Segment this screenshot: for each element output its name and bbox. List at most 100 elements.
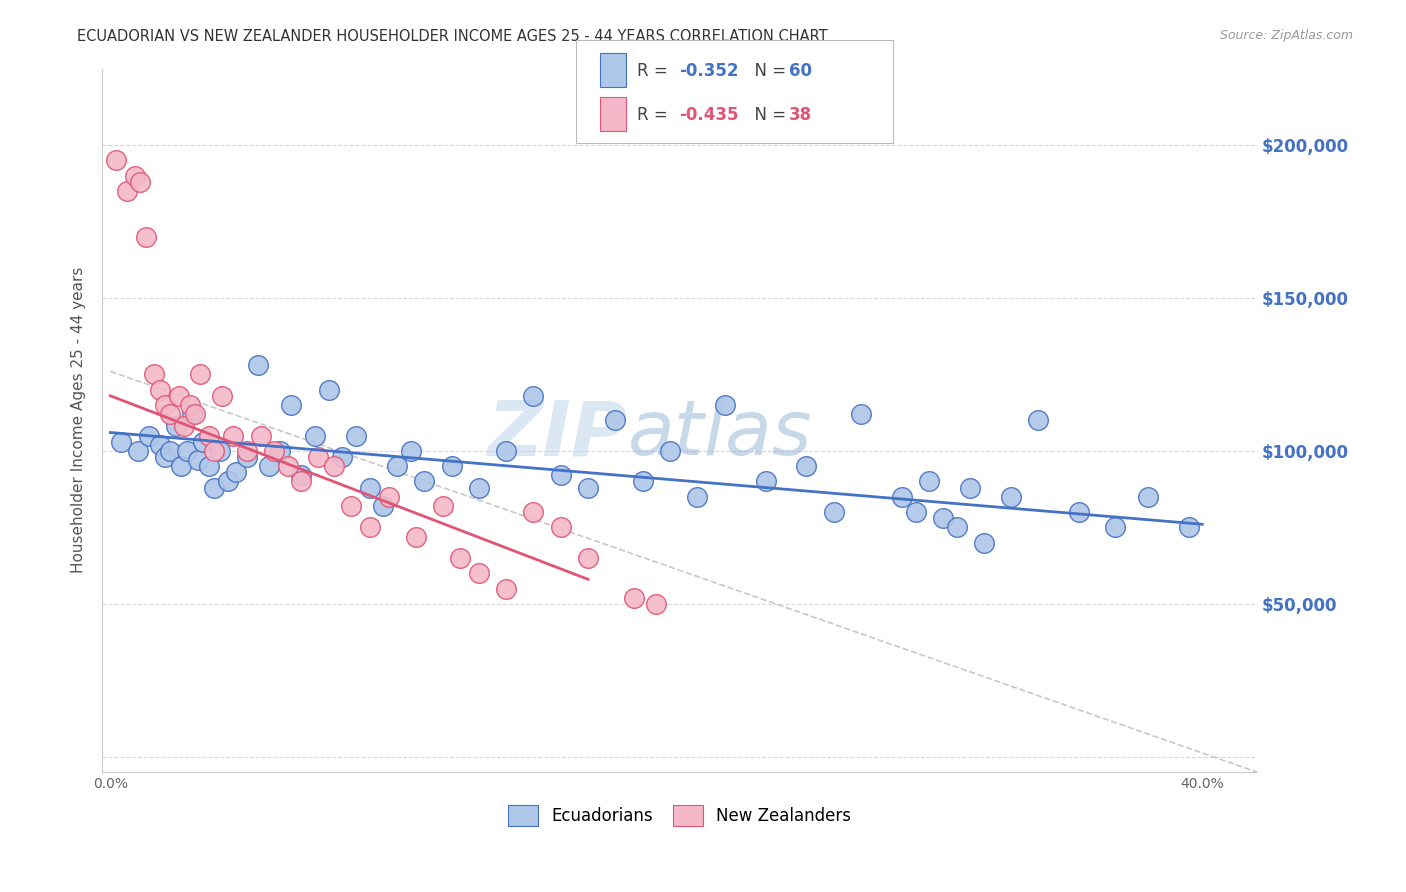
Point xyxy=(290,475,312,489)
Point xyxy=(257,459,280,474)
Point xyxy=(945,520,967,534)
Point xyxy=(225,465,247,479)
Point xyxy=(269,443,291,458)
Point xyxy=(359,481,381,495)
Point xyxy=(170,459,193,474)
Text: -0.435: -0.435 xyxy=(679,106,738,124)
Point xyxy=(449,550,471,565)
Point xyxy=(359,520,381,534)
Point xyxy=(187,453,209,467)
Point xyxy=(193,434,215,449)
Point xyxy=(115,184,138,198)
Point xyxy=(197,459,219,474)
Point xyxy=(1104,520,1126,534)
Point xyxy=(495,582,517,596)
Text: N =: N = xyxy=(744,106,792,124)
Point xyxy=(246,358,269,372)
Text: N =: N = xyxy=(744,62,792,79)
Point xyxy=(318,383,340,397)
Text: 38: 38 xyxy=(789,106,811,124)
Point xyxy=(135,229,157,244)
Legend: Ecuadorians, New Zealanders: Ecuadorians, New Zealanders xyxy=(499,797,859,834)
Point xyxy=(184,407,207,421)
Point xyxy=(796,459,818,474)
Point xyxy=(1000,490,1022,504)
Point xyxy=(1069,505,1091,519)
Point xyxy=(959,481,981,495)
Point xyxy=(138,428,160,442)
Point xyxy=(344,428,367,442)
Point xyxy=(413,475,436,489)
Point xyxy=(202,481,225,495)
Point xyxy=(373,499,395,513)
Point xyxy=(686,490,709,504)
Text: R =: R = xyxy=(637,106,673,124)
Point xyxy=(576,481,599,495)
Point xyxy=(277,459,299,474)
Point xyxy=(159,407,181,421)
Point xyxy=(339,499,361,513)
Point xyxy=(197,428,219,442)
Point xyxy=(378,490,401,504)
Point xyxy=(754,475,776,489)
Point xyxy=(217,475,239,489)
Point xyxy=(522,389,544,403)
Point xyxy=(167,389,190,403)
Point xyxy=(385,459,408,474)
Point xyxy=(1028,413,1050,427)
Point xyxy=(1136,490,1159,504)
Point xyxy=(173,419,195,434)
Point xyxy=(104,153,127,168)
Point xyxy=(148,383,170,397)
Y-axis label: Householder Income Ages 25 - 44 years: Householder Income Ages 25 - 44 years xyxy=(72,267,86,574)
Point xyxy=(143,368,166,382)
Point xyxy=(179,398,201,412)
Point xyxy=(124,169,146,183)
Point xyxy=(236,450,259,464)
Point xyxy=(208,443,231,458)
Point xyxy=(148,438,170,452)
Point xyxy=(280,398,302,412)
Point xyxy=(468,566,491,581)
Point xyxy=(405,529,427,543)
Point xyxy=(468,481,491,495)
Point xyxy=(249,428,271,442)
Point xyxy=(307,450,329,464)
Point xyxy=(605,413,627,427)
Point xyxy=(159,443,181,458)
Point xyxy=(110,434,132,449)
Point xyxy=(932,511,955,525)
Point xyxy=(659,443,682,458)
Text: Source: ZipAtlas.com: Source: ZipAtlas.com xyxy=(1219,29,1353,42)
Point xyxy=(623,591,645,605)
Text: R =: R = xyxy=(637,62,673,79)
Text: ECUADORIAN VS NEW ZEALANDER HOUSEHOLDER INCOME AGES 25 - 44 YEARS CORRELATION CH: ECUADORIAN VS NEW ZEALANDER HOUSEHOLDER … xyxy=(77,29,828,44)
Point xyxy=(918,475,941,489)
Point xyxy=(973,535,995,549)
Point xyxy=(332,450,354,464)
Point xyxy=(823,505,845,519)
Point xyxy=(440,459,463,474)
Point xyxy=(432,499,454,513)
Point xyxy=(495,443,517,458)
Point xyxy=(236,443,259,458)
Point xyxy=(222,428,245,442)
Point xyxy=(190,368,212,382)
Point xyxy=(165,419,187,434)
Point xyxy=(153,398,176,412)
Point xyxy=(550,520,572,534)
Point xyxy=(263,443,285,458)
Point xyxy=(304,428,326,442)
Point xyxy=(631,475,654,489)
Point xyxy=(153,450,176,464)
Point xyxy=(399,443,422,458)
Point xyxy=(290,468,312,483)
Point xyxy=(891,490,914,504)
Point xyxy=(323,459,346,474)
Point xyxy=(849,407,872,421)
Point xyxy=(202,443,225,458)
Point xyxy=(713,398,735,412)
Text: -0.352: -0.352 xyxy=(679,62,738,79)
Point xyxy=(645,597,668,611)
Point xyxy=(129,175,152,189)
